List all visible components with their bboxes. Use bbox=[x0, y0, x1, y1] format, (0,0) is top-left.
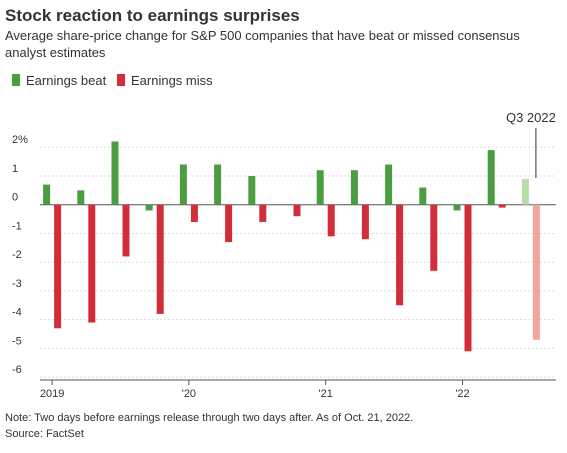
x-tick-label: 2019 bbox=[40, 388, 64, 400]
bar bbox=[179, 164, 187, 205]
y-tick-label: 1 bbox=[12, 163, 18, 175]
bar bbox=[361, 204, 369, 240]
chart-title: Stock reaction to earnings surprises bbox=[5, 6, 300, 25]
bar bbox=[521, 178, 529, 205]
bar bbox=[430, 204, 438, 271]
subtitle: Average share-price change for S&P 500 c… bbox=[5, 28, 520, 43]
bar bbox=[122, 204, 130, 257]
y-tick-label: -3 bbox=[12, 278, 22, 290]
bar bbox=[385, 164, 393, 205]
legend-swatch bbox=[117, 74, 125, 86]
bar bbox=[532, 204, 540, 340]
bar bbox=[214, 164, 222, 205]
x-tick-label: '21 bbox=[319, 388, 333, 400]
y-tick-label: -5 bbox=[12, 335, 22, 347]
bar bbox=[327, 204, 335, 237]
bar bbox=[145, 204, 153, 211]
bar bbox=[316, 170, 324, 205]
bar bbox=[54, 204, 62, 329]
legend-label: Earnings miss bbox=[131, 73, 213, 88]
y-tick-label: 2% bbox=[12, 134, 28, 146]
bar bbox=[248, 175, 256, 205]
note: Note: Two days before earnings release t… bbox=[5, 412, 413, 424]
bar bbox=[156, 204, 164, 314]
bar bbox=[350, 170, 358, 205]
y-tick-label: 0 bbox=[12, 192, 18, 204]
bar bbox=[396, 204, 404, 306]
bar bbox=[487, 150, 495, 205]
legend-label: Earnings beat bbox=[26, 73, 107, 88]
bar bbox=[498, 204, 506, 208]
y-tick-label: -4 bbox=[12, 307, 22, 319]
bar bbox=[111, 141, 119, 205]
source: Source: FactSet bbox=[5, 428, 84, 440]
bar bbox=[225, 204, 233, 243]
annotation: Q3 2022 bbox=[506, 110, 556, 125]
bar bbox=[88, 204, 96, 323]
y-tick-label: -6 bbox=[12, 364, 22, 376]
bar bbox=[259, 204, 267, 222]
subtitle: analyst estimates bbox=[5, 45, 106, 60]
bar bbox=[190, 204, 198, 222]
legend-swatch bbox=[12, 74, 20, 86]
bar bbox=[43, 184, 51, 205]
bar bbox=[77, 190, 85, 205]
x-tick-label: '22 bbox=[455, 388, 469, 400]
y-tick-label: -1 bbox=[12, 220, 22, 232]
bar bbox=[419, 187, 427, 205]
bar bbox=[293, 204, 301, 217]
bar bbox=[464, 204, 472, 352]
y-tick-label: -2 bbox=[12, 249, 22, 261]
x-tick-label: '20 bbox=[182, 388, 196, 400]
bar bbox=[453, 204, 461, 211]
